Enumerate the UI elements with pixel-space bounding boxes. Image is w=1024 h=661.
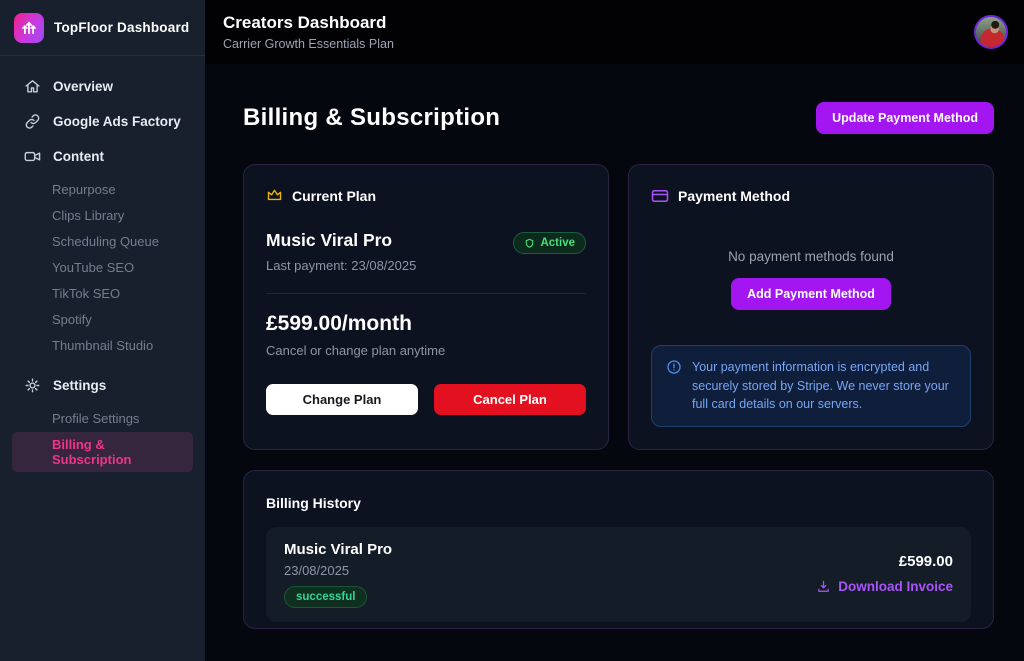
shield-icon	[524, 238, 535, 249]
sidebar-nav: Overview Google Ads Factory Content Repu…	[0, 56, 205, 497]
main-column: Creators Dashboard Carrier Growth Essent…	[205, 0, 1024, 661]
cards-row: Current Plan Music Viral Pro Last paymen…	[243, 164, 994, 450]
update-payment-method-button[interactable]: Update Payment Method	[816, 102, 994, 134]
cancel-plan-button[interactable]: Cancel Plan	[434, 384, 586, 415]
plan-info: Music Viral Pro Last payment: 23/08/2025	[266, 230, 416, 273]
payment-empty-state: No payment methods found Add Payment Met…	[651, 249, 971, 310]
payment-method-card-head: Payment Method	[651, 187, 971, 205]
sidebar-item-google-ads-factory[interactable]: Google Ads Factory	[12, 105, 193, 138]
stripe-info-text: Your payment information is encrypted an…	[692, 359, 949, 412]
link-icon	[24, 113, 41, 130]
sidebar-item-content[interactable]: Content	[12, 140, 193, 173]
page-title: Billing & Subscription	[243, 104, 501, 131]
change-plan-button[interactable]: Change Plan	[266, 384, 418, 415]
status-badge: Active	[513, 232, 586, 254]
billing-history-title: Billing History	[266, 495, 361, 511]
home-icon	[24, 78, 41, 95]
sidebar-item-spotify[interactable]: Spotify	[52, 312, 92, 327]
history-date: 23/08/2025	[284, 563, 350, 578]
brand-name: TopFloor Dashboard	[54, 20, 190, 35]
video-camera-icon	[24, 148, 41, 165]
sidebar-item-settings[interactable]: Settings	[12, 369, 193, 402]
history-plan-name: Music Viral Pro	[284, 541, 393, 558]
content-subgroup: Repurpose Clips Library Scheduling Queue…	[12, 175, 193, 369]
history-row-right: £599.00 Download Invoice	[816, 541, 953, 594]
sidebar-item-label: Overview	[53, 79, 114, 94]
add-payment-method-button[interactable]: Add Payment Method	[731, 278, 891, 310]
top-header: Creators Dashboard Carrier Growth Essent…	[205, 0, 1024, 64]
billing-history-row: Music Viral Pro 23/08/2025 successful £5…	[266, 527, 971, 622]
stripe-info-box: Your payment information is encrypted an…	[651, 344, 971, 427]
billing-page: Billing & Subscription Update Payment Me…	[205, 64, 1024, 661]
history-status-badge: successful	[284, 586, 368, 608]
sidebar-item-overview[interactable]: Overview	[12, 70, 193, 103]
last-payment: Last payment: 23/08/2025	[266, 258, 417, 273]
plan-buttons: Change Plan Cancel Plan	[266, 384, 586, 415]
no-payment-methods-text: No payment methods found	[728, 249, 894, 264]
sidebar-item-profile-settings[interactable]: Profile Settings	[52, 411, 140, 426]
sidebar-item-repurpose[interactable]: Repurpose	[52, 182, 116, 197]
sidebar-item-label: Settings	[53, 378, 107, 393]
current-plan-title: Current Plan	[292, 187, 377, 204]
download-invoice-link[interactable]: Download Invoice	[816, 579, 953, 594]
sidebar-item-clips-library[interactable]: Clips Library	[52, 208, 125, 223]
plan-note: Cancel or change plan anytime	[266, 343, 446, 358]
status-badge-label: Active	[540, 237, 575, 249]
download-icon	[816, 579, 831, 594]
sidebar-item-thumbnail-studio[interactable]: Thumbnail Studio	[52, 338, 154, 353]
crown-icon	[266, 187, 283, 204]
gear-icon	[24, 377, 41, 394]
page-head: Billing & Subscription Update Payment Me…	[243, 102, 994, 134]
sidebar-item-label: Google Ads Factory	[53, 114, 181, 129]
sidebar: TopFloor Dashboard Overview Google Ads F…	[0, 0, 205, 661]
settings-subgroup: Profile Settings Billing & Subscription	[12, 404, 193, 483]
header-title: Creators Dashboard	[223, 13, 387, 32]
sidebar-item-tiktok-seo[interactable]: TikTok SEO	[52, 286, 121, 301]
plan-name: Music Viral Pro	[266, 230, 393, 250]
plan-price: £599.00/month	[266, 312, 412, 335]
sidebar-item-scheduling-queue[interactable]: Scheduling Queue	[52, 234, 159, 249]
user-avatar[interactable]	[974, 15, 1008, 49]
payment-method-title: Payment Method	[678, 188, 791, 204]
plan-row: Music Viral Pro Last payment: 23/08/2025…	[266, 230, 586, 273]
history-row-left: Music Viral Pro 23/08/2025 successful	[284, 541, 392, 608]
info-circle-icon	[666, 359, 682, 375]
brand-row: TopFloor Dashboard	[0, 0, 205, 56]
credit-card-icon	[651, 187, 669, 205]
payment-method-card: Payment Method No payment methods found …	[628, 164, 994, 450]
history-amount: £599.00	[898, 553, 953, 570]
topfloor-logo-icon	[14, 12, 44, 43]
sidebar-item-billing-subscription[interactable]: Billing & Subscription	[12, 432, 193, 472]
download-invoice-label: Download Invoice	[838, 579, 953, 594]
current-plan-card-head: Current Plan	[266, 187, 586, 204]
current-plan-card: Current Plan Music Viral Pro Last paymen…	[243, 164, 609, 450]
header-titles: Creators Dashboard Carrier Growth Essent…	[223, 13, 394, 51]
header-subtitle: Carrier Growth Essentials Plan	[223, 37, 394, 51]
sidebar-item-label: Content	[53, 149, 104, 164]
sidebar-item-youtube-seo[interactable]: YouTube SEO	[52, 260, 135, 275]
billing-history-card: Billing History Music Viral Pro 23/08/20…	[243, 470, 994, 629]
divider	[266, 293, 586, 294]
